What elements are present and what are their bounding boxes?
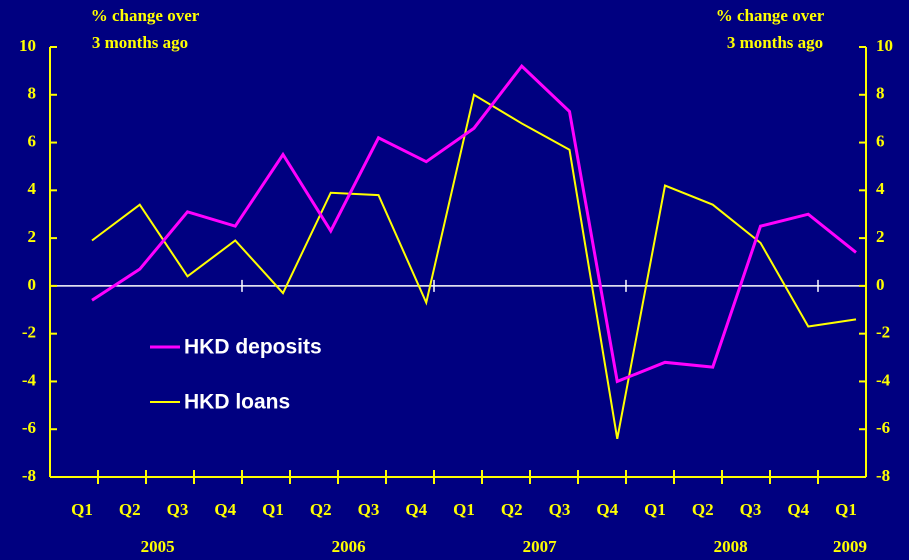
y2-tick-label: 10 (876, 36, 893, 55)
year-label: 2006 (332, 537, 366, 556)
y2-tick-label: 2 (876, 227, 885, 246)
year-label: 2008 (714, 537, 748, 556)
x-tick-label: Q4 (787, 500, 809, 519)
series-line (91, 93, 857, 439)
x-tick-label: Q2 (692, 500, 714, 519)
y-tick-label: 2 (28, 227, 37, 246)
x-tick-label: Q1 (262, 500, 284, 519)
y-tick-label: -6 (22, 418, 36, 437)
y2-axis-label: % change over (716, 6, 825, 25)
y-tick-label: -2 (22, 323, 36, 342)
y2-tick-label: 4 (876, 179, 885, 198)
x-tick-label: Q2 (310, 500, 332, 519)
y-tick-label: 4 (28, 179, 37, 198)
x-tick-label: Q3 (358, 500, 380, 519)
y-axis-label: 3 months ago (92, 33, 188, 52)
x-tick-label: Q3 (167, 500, 189, 519)
y2-tick-label: 8 (876, 84, 885, 103)
y-tick-label: 10 (19, 36, 36, 55)
y2-tick-label: -4 (876, 370, 891, 389)
year-label: 2009 (833, 537, 867, 556)
y-tick-label: -8 (22, 466, 36, 485)
year-label: 2007 (523, 537, 558, 556)
x-tick-label: Q3 (740, 500, 762, 519)
x-tick-label: Q4 (214, 500, 236, 519)
y-tick-label: 6 (28, 131, 37, 150)
y2-tick-label: -8 (876, 466, 890, 485)
x-tick-label: Q1 (644, 500, 666, 519)
x-tick-label: Q2 (119, 500, 141, 519)
y-tick-label: 0 (28, 275, 37, 294)
y2-tick-label: 6 (876, 131, 885, 150)
x-tick-label: Q2 (501, 500, 523, 519)
x-tick-label: Q1 (453, 500, 475, 519)
x-tick-label: Q1 (71, 500, 93, 519)
x-tick-label: Q4 (596, 500, 618, 519)
legend-label: HKD loans (184, 391, 290, 414)
x-tick-label: Q4 (405, 500, 427, 519)
legend-label: HKD deposits (184, 336, 322, 359)
y-axis-label: % change over (91, 6, 200, 25)
y2-axis-label: 3 months ago (727, 33, 823, 52)
x-tick-label: Q1 (835, 500, 857, 519)
year-label: 2005 (141, 537, 175, 556)
y-tick-label: -4 (22, 370, 37, 389)
x-tick-label: Q3 (549, 500, 571, 519)
y2-tick-label: -6 (876, 418, 890, 437)
series-line (91, 63, 857, 384)
y2-tick-label: 0 (876, 275, 885, 294)
y-tick-label: 8 (28, 84, 37, 103)
y2-tick-label: -2 (876, 323, 890, 342)
